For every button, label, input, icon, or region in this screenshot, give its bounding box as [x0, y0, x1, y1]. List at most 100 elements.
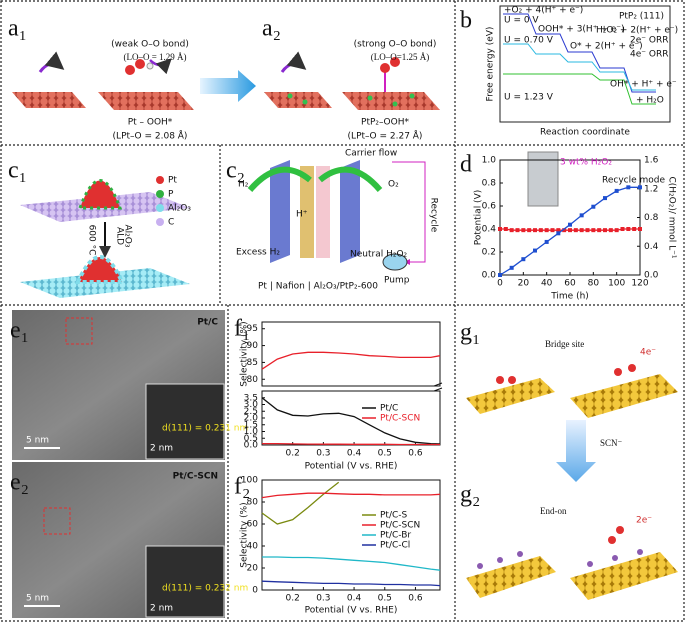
- y-tick-label: 90: [247, 341, 259, 351]
- x-axis-label: Potential (V vs. RHE): [305, 606, 398, 616]
- legend-marker: [156, 204, 164, 212]
- x-tick-label: 80: [588, 279, 600, 289]
- legend-label: Pt/C-S: [380, 511, 408, 521]
- inset: [145, 383, 225, 460]
- y2-axis-label: C(H₂O₂)/ mmol L⁻¹: [667, 176, 677, 258]
- sample-label: Pt/C-SCN: [173, 472, 218, 482]
- species: PtP₂–OOH*: [361, 118, 409, 128]
- y-tick-label: 0.2: [482, 248, 496, 258]
- flow: [318, 166, 383, 192]
- legend-label: Pt/C-Cl: [380, 541, 410, 551]
- annotation: Carrier flow: [345, 149, 397, 159]
- y2-tick-label: 0.0: [644, 271, 659, 281]
- marker: [550, 228, 555, 233]
- marker: [579, 228, 584, 233]
- slab: [342, 92, 440, 110]
- y2-tick-label: 1.6: [644, 156, 659, 166]
- marker: [568, 222, 572, 227]
- panel-g: g₁ Bridge site 4e⁻ SCN⁻ g₂ End-on 2e⁻: [460, 320, 678, 600]
- annotation: (weak O–O bond): [111, 40, 189, 50]
- marker: [556, 228, 561, 233]
- photo: [527, 151, 559, 207]
- annotation: 600 °C: [87, 225, 97, 256]
- atom: [380, 63, 390, 73]
- plot-frame: [261, 479, 441, 591]
- annotation: OH* + H⁺ + e⁻: [610, 80, 677, 90]
- y-axis-label: Selectivity (%): [240, 321, 250, 386]
- marker: [533, 228, 537, 233]
- annotation: Neutral H₂O₂: [350, 250, 408, 260]
- adsorbates: [477, 549, 643, 569]
- marker: [603, 196, 607, 201]
- marker: [638, 227, 642, 231]
- annotation: (strong O–O bond): [354, 40, 437, 50]
- y-axis-label: Selectivity (%): [240, 502, 250, 567]
- x-tick-label: 0.6: [408, 594, 423, 604]
- marker: [562, 228, 567, 233]
- panel-label: c₁: [8, 158, 27, 184]
- x-tick-label: 0.4: [347, 594, 362, 604]
- y-tick-label: 0.8: [482, 179, 497, 189]
- panel-d: d: [460, 151, 559, 207]
- atom: [496, 376, 504, 384]
- panel-c2: c₂ Carrier flow H₂ O₂ H⁺ Recycle Excess …: [226, 149, 439, 292]
- annotation: ALD: [115, 227, 125, 245]
- x-tick-label: 100: [608, 279, 625, 289]
- annotation: U = 0 V: [504, 16, 539, 26]
- marker: [544, 239, 549, 244]
- marker: [556, 231, 561, 236]
- legend-label: Pt/C: [380, 404, 398, 414]
- annotation: O₂: [388, 180, 399, 190]
- slab: [12, 92, 86, 108]
- annotation: SCN⁻: [600, 438, 623, 448]
- marker: [509, 228, 514, 233]
- panel-f: f₁ f₂: [234, 316, 443, 500]
- annotation: U = 1.23 V: [504, 93, 554, 103]
- annotation: 2e⁻ ORR: [630, 36, 668, 46]
- y-tick-label: 40: [247, 542, 259, 552]
- annotation: d(111) = 0.232 nm: [162, 584, 248, 594]
- y2-tick-label: 0.4: [644, 242, 659, 252]
- panel-c1: c₁ ALD Al₂O₃ 600 °C Pt P Al₂O₃ C: [8, 158, 191, 298]
- arrow: [149, 58, 172, 75]
- axis-label: Free energy (eV): [486, 27, 496, 102]
- series-line: [261, 492, 441, 499]
- y-tick-label: 3.5: [244, 393, 258, 403]
- roi: [65, 317, 93, 345]
- recycle-line: [392, 161, 426, 265]
- series-line: [261, 351, 441, 370]
- marker: [626, 227, 631, 231]
- legend-label: Pt/C-Br: [380, 531, 411, 541]
- marker: [498, 273, 502, 277]
- annotation: (LPt–O = 2.27 Å): [348, 130, 423, 142]
- annotation: Pt | Nafion | Al₂O₃/PtP₂-600: [258, 282, 378, 292]
- membrane: [316, 166, 330, 258]
- panel-label: e₁: [10, 318, 29, 344]
- marker: [509, 265, 514, 270]
- marker: [638, 185, 642, 190]
- y-tick-label: 1.5: [244, 420, 258, 430]
- y-tick-label: 80: [247, 375, 259, 385]
- panel-label: g₂: [460, 482, 480, 508]
- x-tick-label: 40: [541, 279, 553, 289]
- scale-label: 5 nm: [26, 436, 49, 446]
- slab: [466, 378, 555, 414]
- inset: [145, 545, 225, 618]
- marker: [527, 228, 532, 233]
- legend-label: Pt: [168, 176, 177, 186]
- marker: [608, 228, 613, 233]
- series-line: [261, 397, 441, 445]
- panel-label: g₁: [460, 320, 480, 346]
- annotation: (LPt–O = 2.08 Å): [113, 130, 188, 142]
- y-tick-label: 20: [247, 564, 259, 574]
- y-axis-label: Potential (V): [474, 190, 484, 245]
- marker: [585, 228, 590, 233]
- marker: [498, 227, 502, 231]
- sample-label: Pt/C: [197, 318, 218, 328]
- legend-label: P: [168, 190, 174, 200]
- atom: [508, 376, 516, 384]
- marker: [521, 228, 526, 233]
- panel-label: a₂: [262, 16, 281, 42]
